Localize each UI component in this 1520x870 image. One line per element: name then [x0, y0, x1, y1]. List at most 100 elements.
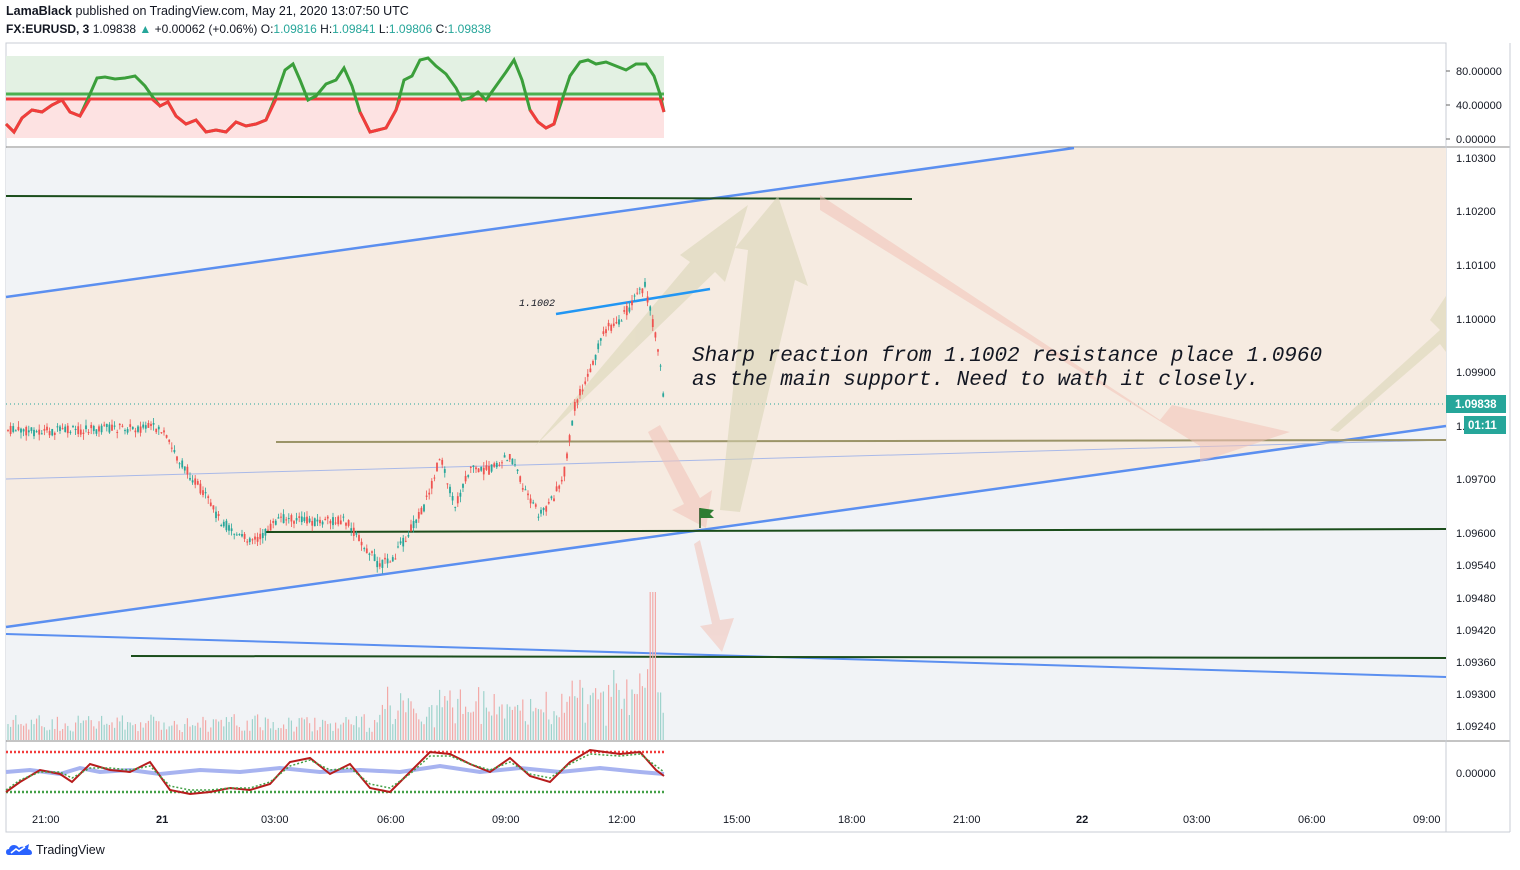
volume-bar [532, 711, 534, 740]
candle-body [454, 506, 457, 508]
symbol-label[interactable]: FX:EURUSD, 3 [6, 22, 90, 36]
volume-bar [420, 721, 422, 740]
candle-body [9, 425, 12, 434]
candle-body [446, 483, 449, 485]
arrow-up-2 [720, 196, 808, 512]
volume-bar [652, 592, 654, 740]
flag-icon[interactable] [699, 508, 714, 528]
volume-bar [33, 724, 35, 740]
time-axis[interactable]: 21:00 21 03:00 06:00 09:00 12:00 15:00 1… [32, 814, 1441, 826]
candle-body [181, 460, 184, 468]
candle-body [553, 498, 555, 502]
volume-bar [283, 724, 285, 740]
resistance-segment[interactable] [555, 287, 711, 316]
candle-body [290, 515, 293, 522]
candle-body [615, 321, 618, 324]
volume-bar [77, 715, 79, 740]
candle-body [152, 423, 155, 425]
price-axis[interactable]: 80.00000 40.00000 0.00000 1.10300 1.1020… [1446, 66, 1506, 780]
volume-bar [576, 697, 578, 740]
candle-body [662, 393, 665, 397]
channel-upper-line[interactable] [5, 146, 1075, 299]
price-label-1.09480: 1.09480 [1456, 593, 1496, 605]
volume-bar [493, 694, 495, 740]
descending-trend-line[interactable] [5, 633, 1447, 678]
candle-body [14, 430, 17, 432]
volume-bar [228, 721, 230, 740]
support-line-low[interactable] [130, 655, 1447, 659]
volume-bar [423, 724, 425, 740]
candle-body [456, 496, 459, 504]
volume-bar [179, 730, 181, 740]
volume-bar [470, 712, 472, 740]
volume-bar [587, 704, 589, 740]
resistance-line-top[interactable] [5, 195, 913, 200]
candle-body [155, 428, 158, 433]
candle-body [176, 456, 178, 461]
time-label: 03:00 [1183, 814, 1211, 826]
volume-bar [641, 686, 643, 740]
candle-body [150, 423, 152, 427]
volume-bar [264, 717, 266, 740]
volume-bar [23, 725, 25, 740]
volume-bar [514, 706, 516, 740]
candle-body [563, 466, 566, 477]
candle-body [430, 480, 433, 489]
volume-bar [17, 724, 19, 740]
volume-bar [332, 730, 334, 740]
arrow-down-1 [648, 425, 712, 528]
candle-body [51, 429, 54, 436]
candle-body [654, 332, 657, 338]
volume-bar [160, 729, 162, 740]
volume-bar [654, 592, 656, 740]
arrow-down-2 [694, 540, 734, 652]
candle-body [137, 426, 139, 432]
volume-bar [231, 716, 233, 740]
candle-body [631, 300, 633, 306]
volume-bar [329, 723, 331, 740]
price-label-1.10200: 1.10200 [1456, 206, 1496, 218]
candle-body [358, 535, 360, 542]
volume-bar [296, 726, 298, 740]
volume-bar [353, 725, 355, 740]
volume-bar [397, 710, 399, 740]
support-line-10960[interactable] [265, 528, 1447, 533]
price-label-1.09600: 1.09600 [1456, 528, 1496, 540]
candle-body [605, 329, 607, 334]
volume-bar [54, 728, 56, 740]
candle-body [638, 288, 641, 290]
volume-bar [121, 715, 123, 740]
volume-bar [602, 691, 604, 740]
candle-body [40, 433, 43, 435]
volume-bar [647, 669, 649, 740]
volume-bar [556, 715, 558, 740]
price-label-1.10100: 1.10100 [1456, 260, 1496, 272]
candle-body [222, 521, 225, 527]
candle-body [376, 561, 379, 568]
candle-body [365, 548, 368, 554]
tradingview-logo[interactable]: TradingView [6, 843, 105, 857]
rsi-line-below [4, 97, 666, 135]
candle-body [566, 453, 568, 459]
volume-bar [504, 718, 506, 740]
candle-body [332, 517, 334, 526]
volume-bar [301, 717, 303, 740]
candle-body [287, 518, 290, 520]
last-price: 1.09838 [92, 22, 137, 36]
volume-bar [218, 721, 220, 740]
price-label-1.09360: 1.09360 [1456, 657, 1496, 669]
price-label-1.09420: 1.09420 [1456, 625, 1496, 637]
candle-body [594, 354, 597, 360]
candle-body [527, 493, 529, 496]
volume-bar [574, 696, 576, 740]
volume-bar [405, 712, 407, 740]
volume-bar [522, 699, 524, 740]
volume-bar [535, 707, 537, 740]
volume-bar [95, 728, 97, 740]
candle-body [303, 517, 306, 522]
volume-bar [298, 718, 300, 740]
candle-body [199, 483, 202, 494]
author-name[interactable]: LamaBlack [6, 4, 73, 18]
volume-bar [88, 716, 90, 740]
